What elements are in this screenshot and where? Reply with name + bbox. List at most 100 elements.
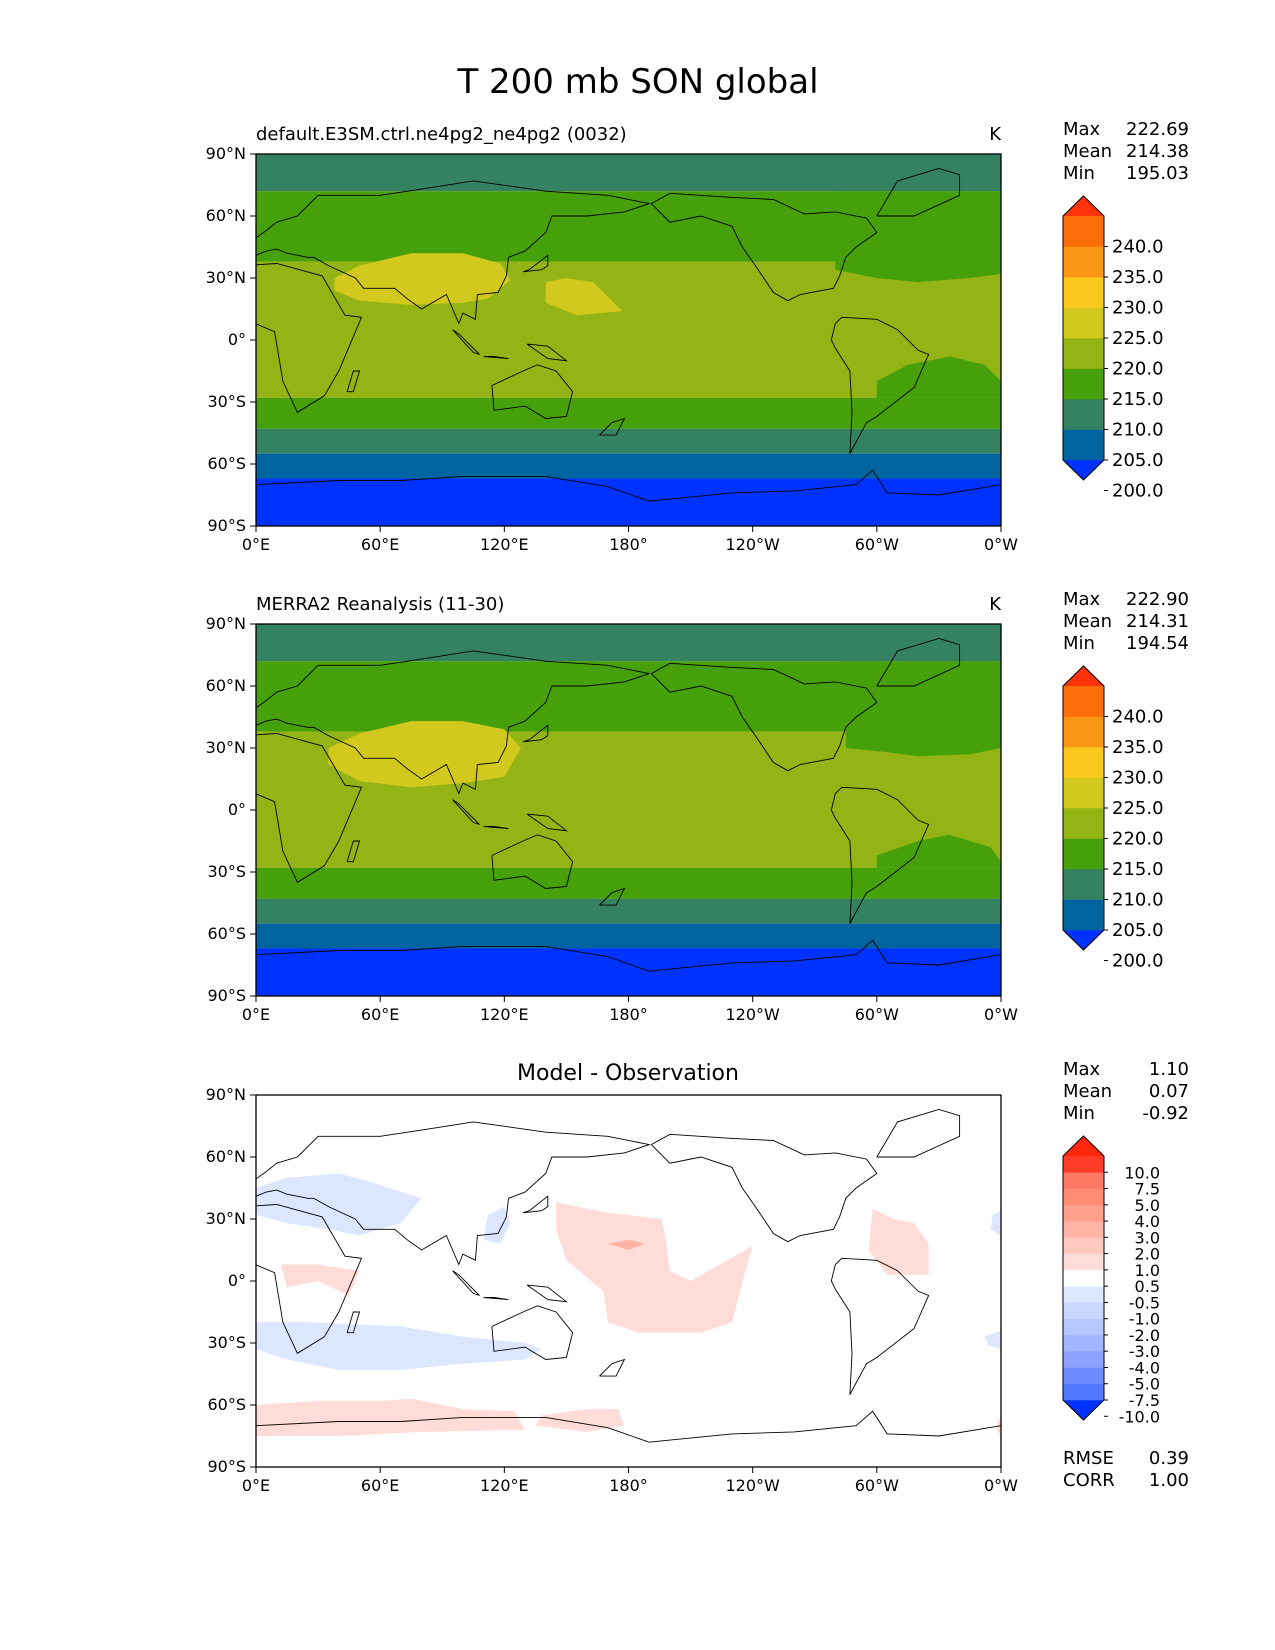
- colorbar-label: 230.0: [1112, 768, 1164, 789]
- coastline: [256, 180, 651, 325]
- colorbar-segment: [1063, 1383, 1104, 1401]
- colorbar-extend-max: [1063, 196, 1104, 216]
- coastline: [483, 826, 509, 830]
- coastline: [452, 799, 480, 825]
- coastline: [830, 786, 930, 924]
- panel-difference: Model - Observation 0°E 60°E 120°E 180° 120°…: [206, 1059, 1189, 1495]
- colorbar-label: -3.0: [1129, 1342, 1160, 1361]
- contour-region: [256, 1398, 525, 1436]
- coastline: [346, 1311, 361, 1334]
- coastline: [526, 343, 568, 362]
- contour-band: [256, 453, 1001, 479]
- colorbar-extend-min: [1063, 930, 1104, 950]
- coastline: [256, 1410, 1001, 1443]
- colorbar-segment: [1063, 777, 1104, 809]
- coastline: [346, 840, 361, 863]
- y-tick-label: 60°N: [206, 676, 246, 695]
- stat-label: Mean: [1063, 141, 1112, 162]
- x-tick-label: 0°W: [984, 1005, 1018, 1024]
- contour-fills: [256, 1095, 1001, 1467]
- stat-label: Min: [1063, 1103, 1095, 1124]
- contour-band: [256, 923, 1001, 949]
- colorbar-segment: [1063, 1237, 1104, 1254]
- contour-region: [545, 278, 623, 316]
- coastlines: [256, 1109, 1001, 1443]
- coastline: [452, 329, 480, 355]
- contour-region: [256, 1322, 542, 1370]
- y-tick-label: 60°S: [207, 924, 246, 943]
- colorbar-segment: [1063, 307, 1104, 339]
- y-tick-label: 30°N: [206, 1209, 246, 1228]
- y-tick-label: 0°: [228, 1271, 246, 1290]
- colorbar-segment: [1063, 1221, 1104, 1238]
- colorbar-label: 210.0: [1112, 890, 1164, 911]
- colorbar-extend-min: [1063, 460, 1104, 480]
- stat-label: Max: [1063, 119, 1101, 140]
- stat-label: Min: [1063, 633, 1095, 654]
- contour-band: [256, 478, 1001, 526]
- colorbar-label: -4.0: [1129, 1358, 1160, 1377]
- contour-band: [256, 154, 1001, 192]
- x-tick-label: 60°W: [855, 535, 899, 554]
- colorbar-label: -5.0: [1129, 1375, 1160, 1394]
- colorbar-label: -0.5: [1129, 1293, 1160, 1312]
- colorbar-segment: [1063, 716, 1104, 748]
- colorbar-label: 225.0: [1112, 328, 1164, 349]
- x-tick-label: 0°W: [984, 1476, 1018, 1495]
- stat-label: Mean: [1063, 1081, 1112, 1102]
- colorbar-segment: [1063, 747, 1104, 778]
- panel-reference: MERRA2 Reanalysis (11-30) K 0°E 60°E 120°E…: [206, 589, 1189, 1024]
- coastline: [522, 724, 549, 743]
- contour-fills: [256, 624, 1001, 996]
- axes: 0°E 60°E 120°E 180° 120°W 60°W 0°W 90°N 60°N 30°N…: [206, 1085, 1019, 1495]
- y-tick-label: 90°S: [207, 516, 246, 535]
- colorbar-segment: [1063, 1269, 1104, 1287]
- contour-region: [984, 1330, 1001, 1350]
- colorbar-label: -2.0: [1129, 1326, 1160, 1345]
- colorbar-segment: [1063, 429, 1104, 461]
- coastline: [650, 1133, 878, 1243]
- stat-value: 0.07: [1149, 1081, 1189, 1102]
- colorbar-segment: [1063, 1351, 1104, 1368]
- colorbar-segment: [1063, 899, 1104, 931]
- x-tick-label: 120°W: [725, 535, 780, 554]
- coastline: [650, 192, 878, 302]
- x-tick-label: 0°E: [242, 535, 270, 554]
- colorbar-segment: [1063, 1302, 1104, 1319]
- colorbar-label: 225.0: [1112, 798, 1164, 819]
- coastline: [256, 650, 651, 795]
- contour-band: [256, 948, 1001, 996]
- colorbar-label: 240.0: [1112, 237, 1164, 258]
- coastlines: [256, 168, 1001, 502]
- colorbar-label: 235.0: [1112, 267, 1164, 288]
- colorbar-segment: [1063, 1156, 1104, 1173]
- coastline: [876, 638, 961, 687]
- coastline: [256, 1121, 651, 1266]
- coastline: [483, 356, 509, 360]
- colorbar-segment: [1063, 1172, 1104, 1189]
- colorbar-segment: [1063, 246, 1104, 278]
- y-tick-label: 30°N: [206, 738, 246, 757]
- panel-test-units: K: [989, 124, 1002, 145]
- coastline: [522, 254, 549, 273]
- y-tick-label: 60°S: [207, 1395, 246, 1414]
- coastlines: [256, 638, 1001, 972]
- colorbar-label: 215.0: [1112, 859, 1164, 880]
- colorbar-label: 5.0: [1135, 1196, 1160, 1215]
- coastline: [256, 469, 1001, 502]
- coastline: [650, 662, 878, 772]
- colorbar-label: 7.5: [1135, 1180, 1160, 1199]
- colorbar-label: 200.0: [1112, 481, 1164, 502]
- colorbar-label: 2.0: [1135, 1245, 1160, 1264]
- stat-label: RMSE: [1063, 1448, 1114, 1469]
- colorbar-label: 235.0: [1112, 737, 1164, 758]
- contour-fills: [256, 154, 1001, 526]
- x-tick-label: 60°W: [855, 1005, 899, 1024]
- stat-value: 214.38: [1126, 141, 1189, 162]
- colorbar-segment: [1063, 808, 1104, 839]
- contour-region: [876, 356, 1001, 398]
- colorbar-label: 215.0: [1112, 389, 1164, 410]
- colorbar-label: 240.0: [1112, 707, 1164, 728]
- coastline: [491, 364, 574, 419]
